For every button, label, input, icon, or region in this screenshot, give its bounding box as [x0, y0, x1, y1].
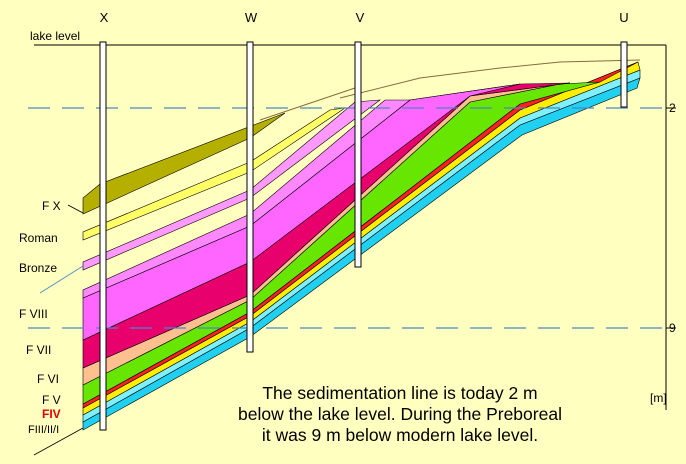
leader-bronze — [39, 265, 84, 294]
layer-label-fiii-ii-i: FIII/II/I — [28, 424, 59, 436]
modern-surface-line — [339, 59, 641, 99]
layer-label-roman: Roman — [19, 231, 58, 245]
borehole-w — [246, 41, 254, 353]
layer-label-fiv: FIV — [42, 407, 61, 421]
caption: The sedimentation line is today 2 m belo… — [160, 383, 640, 446]
borehole-u — [620, 41, 628, 108]
borehole-label-w: W — [245, 10, 258, 25]
leader-f-x — [67, 204, 84, 214]
leader-fiii — [33, 427, 84, 456]
caption-line-2: below the lake level. During the Prebore… — [238, 404, 562, 424]
layer-label-f-v: F V — [42, 393, 61, 407]
depth-label-2: 2 — [669, 101, 676, 115]
layer-f-x — [82, 112, 286, 215]
caption-line-1: The sedimentation line is today 2 m — [262, 383, 538, 403]
unit-label: [m] — [650, 391, 667, 405]
borehole-label-u: U — [619, 10, 628, 25]
borehole-label-x: X — [100, 10, 109, 25]
lake-level-label: lake level — [30, 29, 80, 43]
borehole-x — [99, 41, 107, 431]
caption-line-3: it was 9 m below modern lake level. — [261, 425, 539, 445]
layer-label-bronze: Bronze — [19, 261, 57, 275]
surface-line-west — [259, 87, 356, 121]
borehole-v — [354, 41, 362, 268]
layer-label-f-vii: F VII — [26, 343, 51, 357]
borehole-label-v: V — [356, 10, 365, 25]
depth-label-9: 9 — [669, 321, 676, 335]
layer-label-f-x: F X — [42, 199, 61, 213]
layer-label-f-vi: F VI — [37, 372, 59, 386]
layer-label-f-viii: F VIII — [19, 307, 48, 321]
